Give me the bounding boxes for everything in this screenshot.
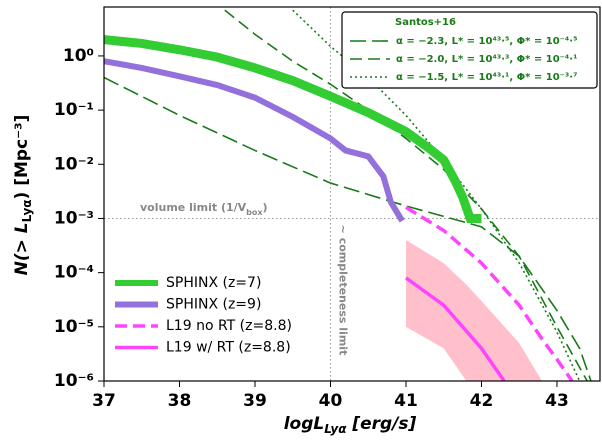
legend-label: SPHINX (z=9)	[166, 297, 261, 313]
x-tick-label: 43	[545, 391, 569, 411]
x-axis-label: logLLyα [erg/s]	[284, 414, 417, 436]
x-tick-label: 37	[92, 391, 116, 411]
y-label-sub: Lyα	[20, 199, 34, 222]
x-label-sub: Lyα	[324, 422, 347, 436]
series-line	[104, 76, 592, 381]
completeness-label: ~ completeness limit	[336, 225, 349, 356]
y-tick-label: 10⁰	[63, 46, 94, 66]
x-tick-label: 42	[470, 391, 494, 411]
x-tick-label: 39	[243, 391, 267, 411]
x-tick-label: 40	[319, 391, 343, 411]
legend-label: SPHINX (z=7)	[166, 275, 261, 291]
series-line	[405, 205, 574, 381]
series-line	[224, 9, 588, 381]
legend-label: α = −2.3, L* = 10⁴³·⁵, Φ* = 10⁻⁴·⁵	[396, 36, 578, 47]
y-tick-label: 10⁻⁵	[54, 317, 94, 337]
x-label-main: logL	[284, 414, 325, 434]
legend-label: α = −1.5, L* = 10⁴³·¹, Φ* = 10⁻³·⁷	[396, 72, 578, 83]
x-tick-label: 41	[394, 391, 418, 411]
volume-label-rest: )	[263, 201, 268, 214]
series-line	[404, 276, 506, 381]
y-tick-label: 10⁻⁴	[54, 263, 94, 283]
y-tick-label: 10⁻²	[54, 154, 94, 174]
plot-frame	[103, 6, 601, 382]
y-label-rest: ) [Mpc⁻³]	[12, 115, 32, 200]
x-label-rest: [erg/s]	[346, 414, 416, 434]
y-label-main: N(> L	[12, 222, 32, 275]
series-line	[104, 35, 482, 223]
x-tick-label: 38	[168, 391, 192, 411]
legend-label: L19 w/ RT (z=8.8)	[166, 340, 291, 356]
volume-limit-label: volume limit (1/Vbox)	[140, 201, 268, 217]
volume-label-main: volume limit (1/V	[140, 201, 247, 214]
legend-label: α = −2.0, L* = 10⁴³·³, Φ* = 10⁻⁴·¹	[396, 54, 578, 65]
y-tick-label: 10⁻³	[54, 208, 94, 228]
santos-legend-box	[341, 11, 598, 89]
y-tick-label: 10⁻⁶	[54, 371, 94, 391]
uncertainty-band	[405, 240, 542, 381]
series-line	[104, 58, 405, 223]
y-axis-label: N(> LLyα) [Mpc⁻³]	[12, 115, 34, 276]
legend-label: L19 no RT (z=8.8)	[166, 318, 292, 334]
santos-legend-title: Santos+16	[395, 17, 456, 28]
y-tick-label: 10⁻¹	[54, 100, 94, 120]
volume-label-sub: box	[246, 208, 263, 217]
